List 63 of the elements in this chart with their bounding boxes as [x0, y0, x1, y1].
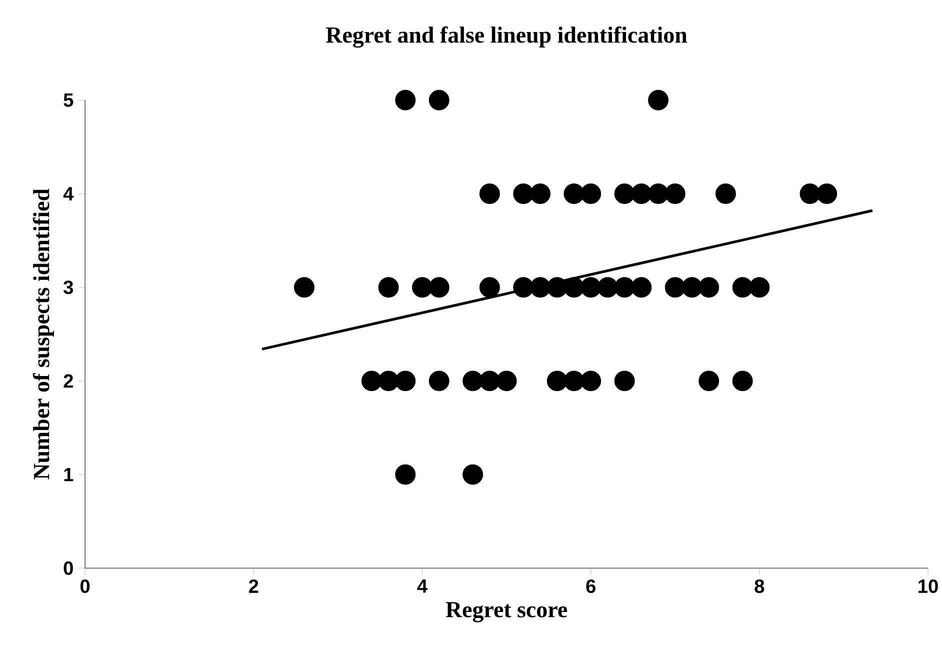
x-tick-label: 6	[586, 579, 596, 593]
point	[428, 370, 450, 392]
point	[732, 277, 753, 298]
y-tick-label: 2	[64, 374, 73, 388]
point	[462, 370, 484, 392]
x-tick-label: 2	[249, 579, 258, 593]
point	[800, 184, 820, 204]
x-tick-label: 10	[918, 579, 938, 593]
point	[664, 184, 686, 204]
point	[479, 370, 500, 392]
point	[564, 184, 584, 204]
point	[648, 90, 668, 110]
y-tick-label: 4	[63, 187, 74, 200]
point	[462, 464, 484, 485]
point	[530, 277, 550, 298]
point	[546, 370, 568, 392]
chart-title: Regret and false lineup identification	[326, 26, 688, 48]
point	[395, 370, 416, 392]
point	[395, 464, 416, 485]
point	[631, 277, 652, 298]
point	[530, 184, 550, 204]
point	[614, 370, 635, 392]
point	[648, 184, 668, 204]
point	[294, 277, 314, 298]
point	[496, 370, 517, 392]
point	[732, 370, 753, 392]
point	[479, 184, 500, 204]
point	[816, 184, 838, 204]
point	[546, 277, 568, 298]
x-axis-title: Regret score	[446, 602, 568, 622]
point	[412, 277, 432, 298]
point	[428, 277, 450, 298]
point	[664, 277, 686, 298]
x-tick-label: 8	[754, 579, 764, 593]
y-tick-label: 3	[64, 280, 74, 294]
x-tick-label: 4	[417, 579, 428, 593]
point	[597, 277, 618, 298]
point	[698, 277, 720, 298]
x-tick-label: 0	[80, 579, 90, 593]
y-tick-label: 0	[64, 561, 73, 575]
point	[580, 184, 602, 204]
point	[682, 277, 702, 298]
point	[631, 184, 652, 204]
point	[580, 277, 602, 298]
point	[513, 184, 534, 204]
point	[479, 277, 500, 298]
point	[564, 370, 584, 392]
point	[378, 277, 399, 298]
point	[564, 277, 584, 298]
point	[361, 370, 382, 392]
y-tick-label: 5	[64, 93, 74, 107]
point	[378, 370, 399, 392]
point	[715, 184, 736, 204]
y-tick-label: 1	[64, 468, 74, 482]
point	[614, 277, 635, 298]
point	[428, 90, 450, 110]
point	[698, 370, 720, 392]
point	[614, 184, 635, 204]
point	[513, 277, 534, 298]
y-axis-title: Number of suspects identified	[32, 188, 54, 480]
point	[395, 90, 416, 110]
point	[580, 370, 602, 392]
point	[749, 277, 770, 298]
